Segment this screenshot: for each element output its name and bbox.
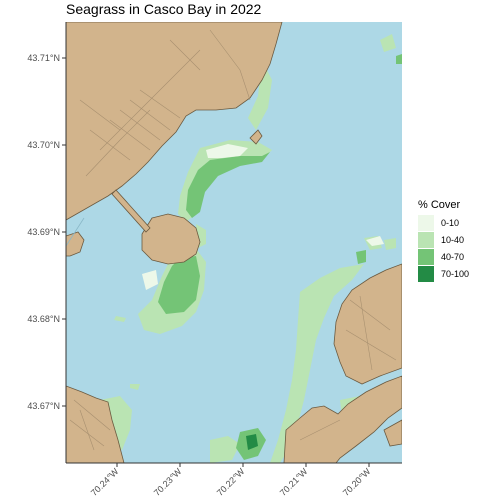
seagrass-patch — [206, 144, 248, 158]
seagrass-patch — [158, 256, 200, 314]
seagrass-patch — [396, 54, 402, 64]
legend-item: 70-100 — [418, 265, 469, 282]
bridge — [111, 189, 151, 233]
seagrass-patch — [384, 238, 396, 250]
seagrass-patch — [248, 60, 272, 130]
land-southeast-point — [383, 419, 402, 447]
legend-label: 0-10 — [441, 217, 460, 228]
seagrass-patch — [270, 264, 364, 463]
seagrass-layer — [100, 34, 402, 463]
latitude-tick-label: 43.68°N — [27, 314, 60, 324]
seagrass-patch — [142, 270, 158, 290]
legend-label: 40-70 — [441, 251, 465, 262]
latitude-tick-label: 43.67°N — [27, 401, 60, 411]
seagrass-patch — [186, 152, 270, 218]
land-island-central — [141, 213, 201, 265]
latitude-tick-label: 43.69°N — [27, 227, 60, 237]
land-mainland-northwest — [66, 22, 283, 221]
seagrass-patch — [356, 250, 366, 264]
legend-label: 70-100 — [441, 268, 470, 279]
longitude-tick-label: 70.20°W — [341, 466, 373, 498]
land-small-island-north — [249, 129, 263, 145]
road-layer — [69, 29, 397, 451]
legend-title: % Cover — [418, 199, 461, 211]
legend-label: 10-40 — [441, 234, 465, 245]
seagrass-patch — [130, 384, 140, 390]
shoreline-line — [66, 217, 85, 247]
seagrass-patch — [114, 316, 126, 322]
land-west-point — [66, 231, 85, 257]
legend-item: 0-10 — [418, 214, 469, 231]
seagrass-patch — [366, 236, 384, 246]
legend-swatch — [418, 265, 434, 282]
legend-swatch — [418, 231, 434, 248]
latitude-ticks: 43.71°N 43.70°N 43.69°N 43.68°N 43.67°N — [27, 53, 66, 411]
seagrass-patch — [210, 436, 240, 463]
legend-item: 10-40 — [418, 231, 469, 248]
legend: % Cover 0-10 10-40 40-70 70-100 — [418, 199, 469, 282]
land-south-center — [283, 375, 402, 463]
longitude-ticks: 70.24°W 70.23°W 70.22°W 70.21°W 70.20°W — [89, 463, 373, 498]
longitude-tick-label: 70.22°W — [215, 466, 247, 498]
map-title: Seagrass in Casco Bay in 2022 — [66, 1, 262, 17]
legend-swatch — [418, 248, 434, 265]
legend-item: 40-70 — [418, 248, 469, 265]
latitude-tick-label: 43.70°N — [27, 140, 60, 150]
legend-swatch — [418, 214, 434, 231]
seagrass-patch — [246, 434, 258, 450]
longitude-tick-label: 70.23°W — [152, 466, 184, 498]
seagrass-patch — [380, 34, 396, 52]
latitude-tick-label: 43.71°N — [27, 53, 60, 63]
longitude-tick-label: 70.24°W — [89, 466, 121, 498]
land-east — [333, 263, 402, 385]
longitude-tick-label: 70.21°W — [278, 466, 310, 498]
